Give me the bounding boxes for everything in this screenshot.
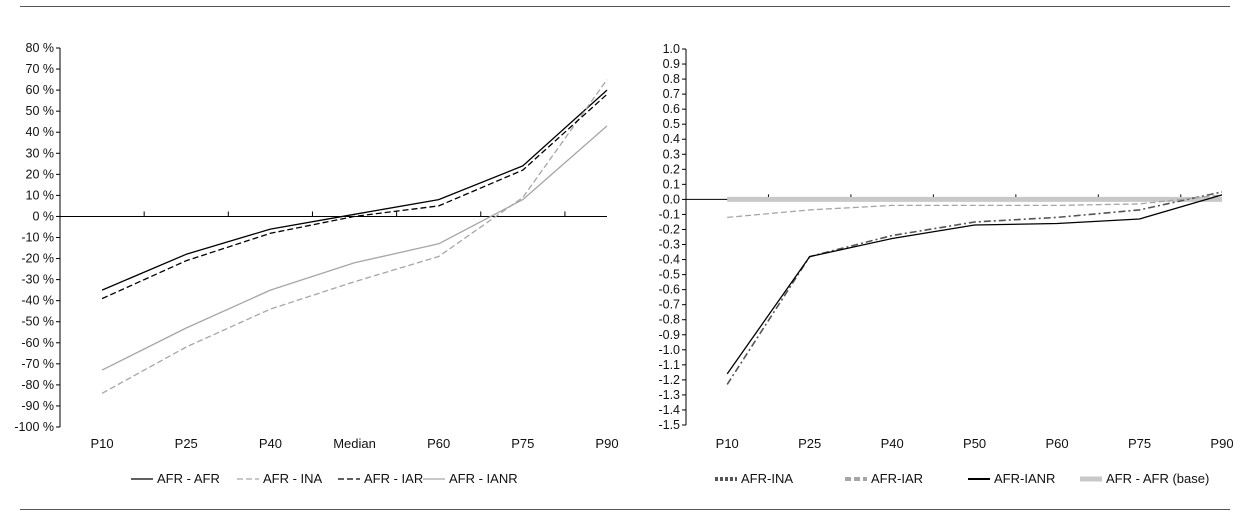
chart-1-y-tick-label: -0.7 [658,298,680,312]
chart-1-y-tick-label: -0.8 [658,313,680,327]
chart-0-y-tick-label: -100 % [14,420,54,434]
chart-0-y-tick-label: 50 % [26,104,55,118]
chart-1-category-label: P50 [963,436,986,451]
bottom-rule [20,509,1230,510]
chart-1-category-label: P10 [716,436,739,451]
chart-1-y-tick-label: 0.4 [663,132,680,146]
chart-0-series-line-1 [101,89,608,291]
chart-1-y-tick-label: -0.4 [658,253,680,267]
chart-1-y-tick-label: 1.0 [663,42,680,56]
top-rule [20,6,1230,7]
chart-0-y-tick-label: -50 % [21,315,54,329]
chart-0-legend-label: AFR - INA [263,471,323,486]
chart-0-y-tick-label: 20 % [26,167,55,181]
chart-0-y-tick-label: -80 % [21,378,54,392]
chart-1-y-tick-label: -1.1 [658,358,680,372]
chart-0-series-line-3 [101,93,608,300]
chart-1-series-line-2 [727,194,1223,219]
chart-1-category-label: P60 [1046,436,1069,451]
chart-0-category-label: Median [333,436,376,451]
chart-0-y-tick-label: 40 % [26,125,55,139]
chart-0-y-tick-label: -20 % [21,252,54,266]
chart-0-y-tick-label: -10 % [21,231,54,245]
chart-1-series-line-1 [726,191,1223,385]
chart-0-series-line-2 [101,79,608,394]
chart-1-series-line-3 [726,194,1223,375]
chart-1-y-tick-label: 0.2 [663,162,680,176]
chart-1-y-tick-label: 0.8 [663,72,680,86]
chart-0-y-tick-label: -70 % [21,357,54,371]
chart-1-legend-label: AFR-INA [741,471,793,486]
chart-1-y-tick-label: -1.4 [658,403,680,417]
chart-0-y-tick-label: -60 % [21,336,54,350]
chart-1-y-tick-label: 0.9 [663,57,680,71]
chart-0-y-tick-label: -30 % [21,273,54,287]
chart-1-y-tick-label: -0.6 [658,283,680,297]
chart-0-y-tick-label: 60 % [26,83,55,97]
chart-1-legend-label: AFR-IAR [871,471,923,486]
chart-1-y-tick-label: 0.0 [663,192,680,206]
chart-0-y-tick-label: -40 % [21,294,54,308]
chart-1-y-tick-label: 0.6 [663,102,680,116]
chart-0-legend-label: AFR - IANR [449,471,518,486]
chart-0-y-tick-label: -90 % [21,399,54,413]
chart-1-category-label: P25 [798,436,821,451]
chart-1-legend-label: AFR-IANR [994,471,1055,486]
chart-1-category-label: P90 [1210,436,1233,451]
chart-1-y-tick-label: 0.3 [663,147,680,161]
chart-0-y-tick-label: 30 % [26,146,55,160]
chart-1-y-tick-label: -0.3 [658,238,680,252]
chart-1-legend-label: AFR - AFR (base) [1106,471,1209,486]
chart-0-legend-label: AFR - AFR [157,471,220,486]
chart-1-y-tick-label: 0.7 [663,87,680,101]
chart-1-y-tick-label: -1.2 [658,373,680,387]
chart-0-y-tick-label: 10 % [26,188,55,202]
chart-0-y-tick-label: 80 % [26,41,55,55]
chart-0-category-label: P60 [427,436,450,451]
chart-1-y-tick-label: -1.3 [658,388,680,402]
chart-0-y-tick-label: 70 % [26,62,55,76]
chart-1-y-tick-label: -1.5 [658,418,680,432]
chart-0-category-label: P25 [175,436,198,451]
chart-1-y-tick-label: 0.5 [663,117,680,131]
chart-0-category-label: P90 [595,436,618,451]
left-chart: 80 % 70 % 60 % 50 % 40 % 30 % 20 % 10 % 0 % -10 %… [14,41,618,486]
right-chart: 1.00.90.80.70.60.50.40.30.20.10.0-0.1-0.… [658,42,1233,486]
chart-0-category-label: P10 [91,436,114,451]
chart-0-y-tick-label: 0 % [32,209,54,223]
chart-0-legend-label: AFR - IAR [364,471,423,486]
chart-1-y-tick-label: -0.5 [658,268,680,282]
chart-1-y-tick-label: -1.0 [658,343,680,357]
chart-1-y-tick-label: 0.1 [663,177,680,191]
chart-1-y-tick-label: -0.9 [658,328,680,342]
chart-0-category-label: P75 [511,436,534,451]
chart-1-y-tick-label: -0.2 [658,222,680,236]
chart-0-category-label: P40 [259,436,282,451]
chart-1-category-label: P75 [1128,436,1151,451]
chart-1-y-tick-label: -0.1 [658,207,680,221]
chart-0-series-line-4 [101,125,608,371]
chart-1-category-label: P40 [881,436,904,451]
